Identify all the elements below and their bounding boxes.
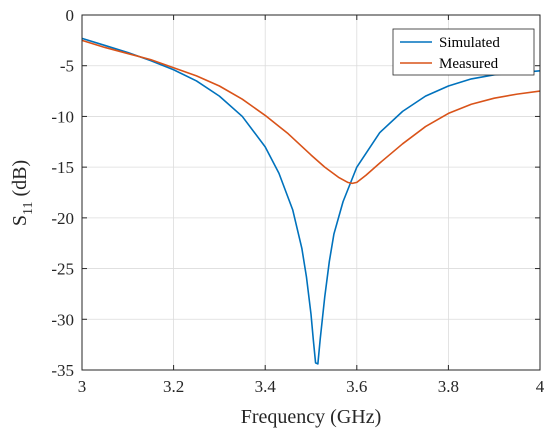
y-tick-label: 0 bbox=[66, 6, 75, 25]
y-axis-label-subscript: 11 bbox=[21, 202, 36, 215]
legend: Simulated Measured bbox=[392, 28, 535, 76]
y-tick-label: -25 bbox=[51, 260, 74, 279]
y-axis-label-main: S bbox=[9, 215, 31, 226]
legend-label-simulated: Simulated bbox=[439, 35, 500, 51]
legend-box bbox=[392, 28, 535, 76]
legend-label-measured: Measured bbox=[439, 56, 499, 72]
y-tick-label: -15 bbox=[51, 158, 74, 177]
series-lines bbox=[81, 37, 541, 365]
y-tick-label: -35 bbox=[51, 361, 74, 380]
y-tick-label: -5 bbox=[60, 57, 74, 76]
tick-labels: 3 3.2 3.4 3.6 3.8 4 0 -5 -10 -15 -20 -25 -30 -35 bbox=[51, 6, 544, 396]
series-line-simulated bbox=[81, 37, 541, 365]
x-tick-label: 3 bbox=[78, 377, 87, 396]
y-tick-label: -30 bbox=[51, 310, 74, 329]
x-tick-label: 4 bbox=[536, 377, 545, 396]
ticks bbox=[81, 14, 541, 371]
x-tick-label: 3.2 bbox=[163, 377, 184, 396]
x-tick-label: 3.8 bbox=[438, 377, 459, 396]
x-axis-label: Frequency (GHz) bbox=[241, 406, 382, 428]
x-tick-label: 3.6 bbox=[346, 377, 367, 396]
y-axis-label: S11 (dB) bbox=[9, 160, 36, 226]
y-axis-label-unit: (dB) bbox=[9, 160, 31, 202]
y-tick-label: -20 bbox=[51, 209, 74, 228]
y-tick-label: -10 bbox=[51, 107, 74, 126]
x-tick-label: 3.4 bbox=[255, 377, 277, 396]
series-line-measured bbox=[81, 39, 541, 185]
plot-frame bbox=[81, 14, 541, 371]
